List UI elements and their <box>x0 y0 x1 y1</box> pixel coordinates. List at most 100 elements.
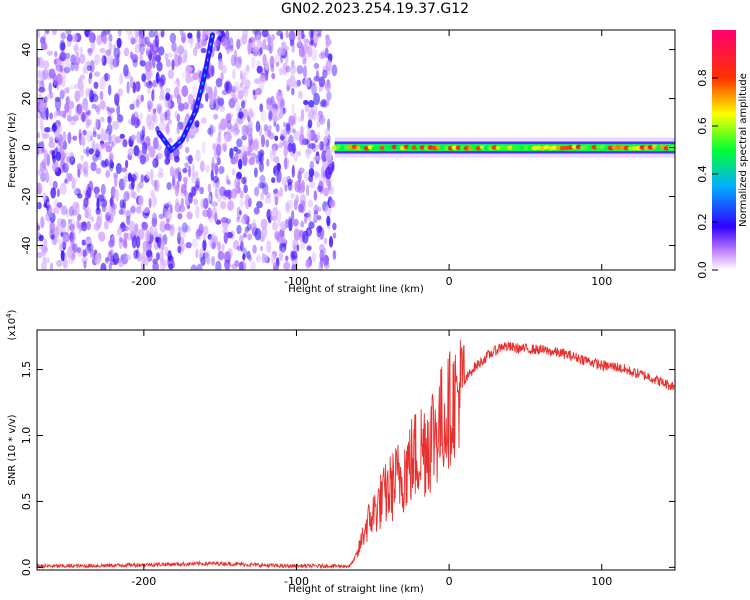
noise-blob <box>278 142 284 149</box>
noise-blob <box>218 58 224 71</box>
noise-blob <box>188 165 191 178</box>
noise-blob <box>268 124 272 131</box>
noise-blob <box>90 249 95 259</box>
noise-blob <box>169 32 177 44</box>
noise-blob <box>318 76 326 88</box>
noise-blob <box>167 137 173 144</box>
noise-blob <box>260 134 266 148</box>
noise-blob <box>298 45 305 58</box>
noise-blob <box>121 167 128 173</box>
noise-blob <box>219 105 226 112</box>
noise-blob <box>232 168 236 176</box>
noise-blob <box>146 229 150 242</box>
noise-blob <box>318 114 326 125</box>
noise-blob <box>230 54 236 67</box>
noise-blob <box>99 90 104 101</box>
noise-blob <box>81 136 86 147</box>
noise-blob <box>195 42 201 50</box>
noise-blob <box>272 206 279 218</box>
noise-blob <box>89 89 95 103</box>
noise-blob <box>192 47 198 57</box>
noise-blob <box>141 141 148 155</box>
noise-blob <box>285 30 289 39</box>
noise-blob <box>166 217 170 225</box>
noise-blob <box>61 234 69 243</box>
noise-blob <box>155 72 160 84</box>
noise-blob <box>86 119 92 126</box>
noise-blob <box>329 199 336 208</box>
noise-blob <box>316 132 321 140</box>
noise-blob <box>230 188 238 199</box>
noise-blob <box>44 167 48 179</box>
noise-blob <box>186 211 193 220</box>
noise-blob <box>133 249 138 259</box>
noise-blob <box>127 32 134 42</box>
noise-blob <box>60 32 66 40</box>
noise-blob <box>131 53 139 63</box>
noise-blob <box>201 141 206 154</box>
x-tick-label: -100 <box>284 575 309 588</box>
noise-blob <box>318 52 326 60</box>
noise-blob <box>191 186 197 196</box>
noise-blob <box>241 135 248 141</box>
noise-blob <box>200 256 206 266</box>
noise-blob <box>205 164 210 173</box>
noise-blob <box>254 228 262 241</box>
noise-blob <box>66 224 70 233</box>
noise-blob <box>120 221 125 228</box>
noise-blob <box>53 110 59 118</box>
noise-blob <box>108 41 113 52</box>
noise-blob <box>108 107 116 114</box>
noise-blob <box>217 250 225 261</box>
noise-blob <box>289 75 296 88</box>
noise-blob <box>324 47 329 59</box>
noise-blob <box>241 124 249 137</box>
noise-blob <box>242 85 249 98</box>
snr-ticks: -200 -100 0 100 0.0 0.5 1.0 1.5 <box>20 330 675 588</box>
noise-blob <box>157 46 165 56</box>
noise-blob <box>254 167 258 178</box>
noise-blob <box>142 240 148 253</box>
noise-blob <box>37 56 41 67</box>
noise-blob <box>325 166 332 180</box>
noise-blob <box>165 225 173 231</box>
noise-blob <box>54 51 58 58</box>
noise-blob <box>67 255 75 265</box>
noise-blob <box>221 142 228 152</box>
snr-series <box>37 339 675 570</box>
noise-blob <box>73 56 81 66</box>
noise-blob <box>308 143 316 150</box>
noise-blob <box>69 234 74 242</box>
noise-blob <box>191 163 195 176</box>
noise-blob <box>167 149 171 162</box>
noise-blob <box>184 193 189 205</box>
noise-blob <box>148 30 155 38</box>
noise-blob <box>187 154 193 165</box>
noise-blob <box>164 246 169 257</box>
noise-blob <box>214 181 220 193</box>
noise-blob <box>202 225 209 236</box>
noise-blob <box>245 125 252 137</box>
noise-blob <box>159 250 164 262</box>
noise-blob <box>250 261 257 270</box>
noise-blob <box>123 232 129 239</box>
noise-blob <box>101 55 107 66</box>
noise-blob <box>156 252 160 261</box>
noise-blob <box>280 135 285 141</box>
noise-blob <box>319 243 325 253</box>
noise-blob <box>233 240 240 250</box>
noise-blob <box>326 215 331 227</box>
noise-blob <box>304 77 311 88</box>
noise-blob <box>332 232 337 239</box>
noise-blob <box>115 162 122 175</box>
noise-blob <box>260 245 264 252</box>
noise-blob <box>307 45 313 58</box>
noise-blob <box>49 221 56 234</box>
noise-blob <box>323 187 329 197</box>
noise-blob <box>250 42 256 49</box>
noise-blob <box>301 30 305 40</box>
noise-blob <box>260 218 268 230</box>
noise-blob <box>291 103 295 115</box>
noise-blob <box>50 234 55 240</box>
